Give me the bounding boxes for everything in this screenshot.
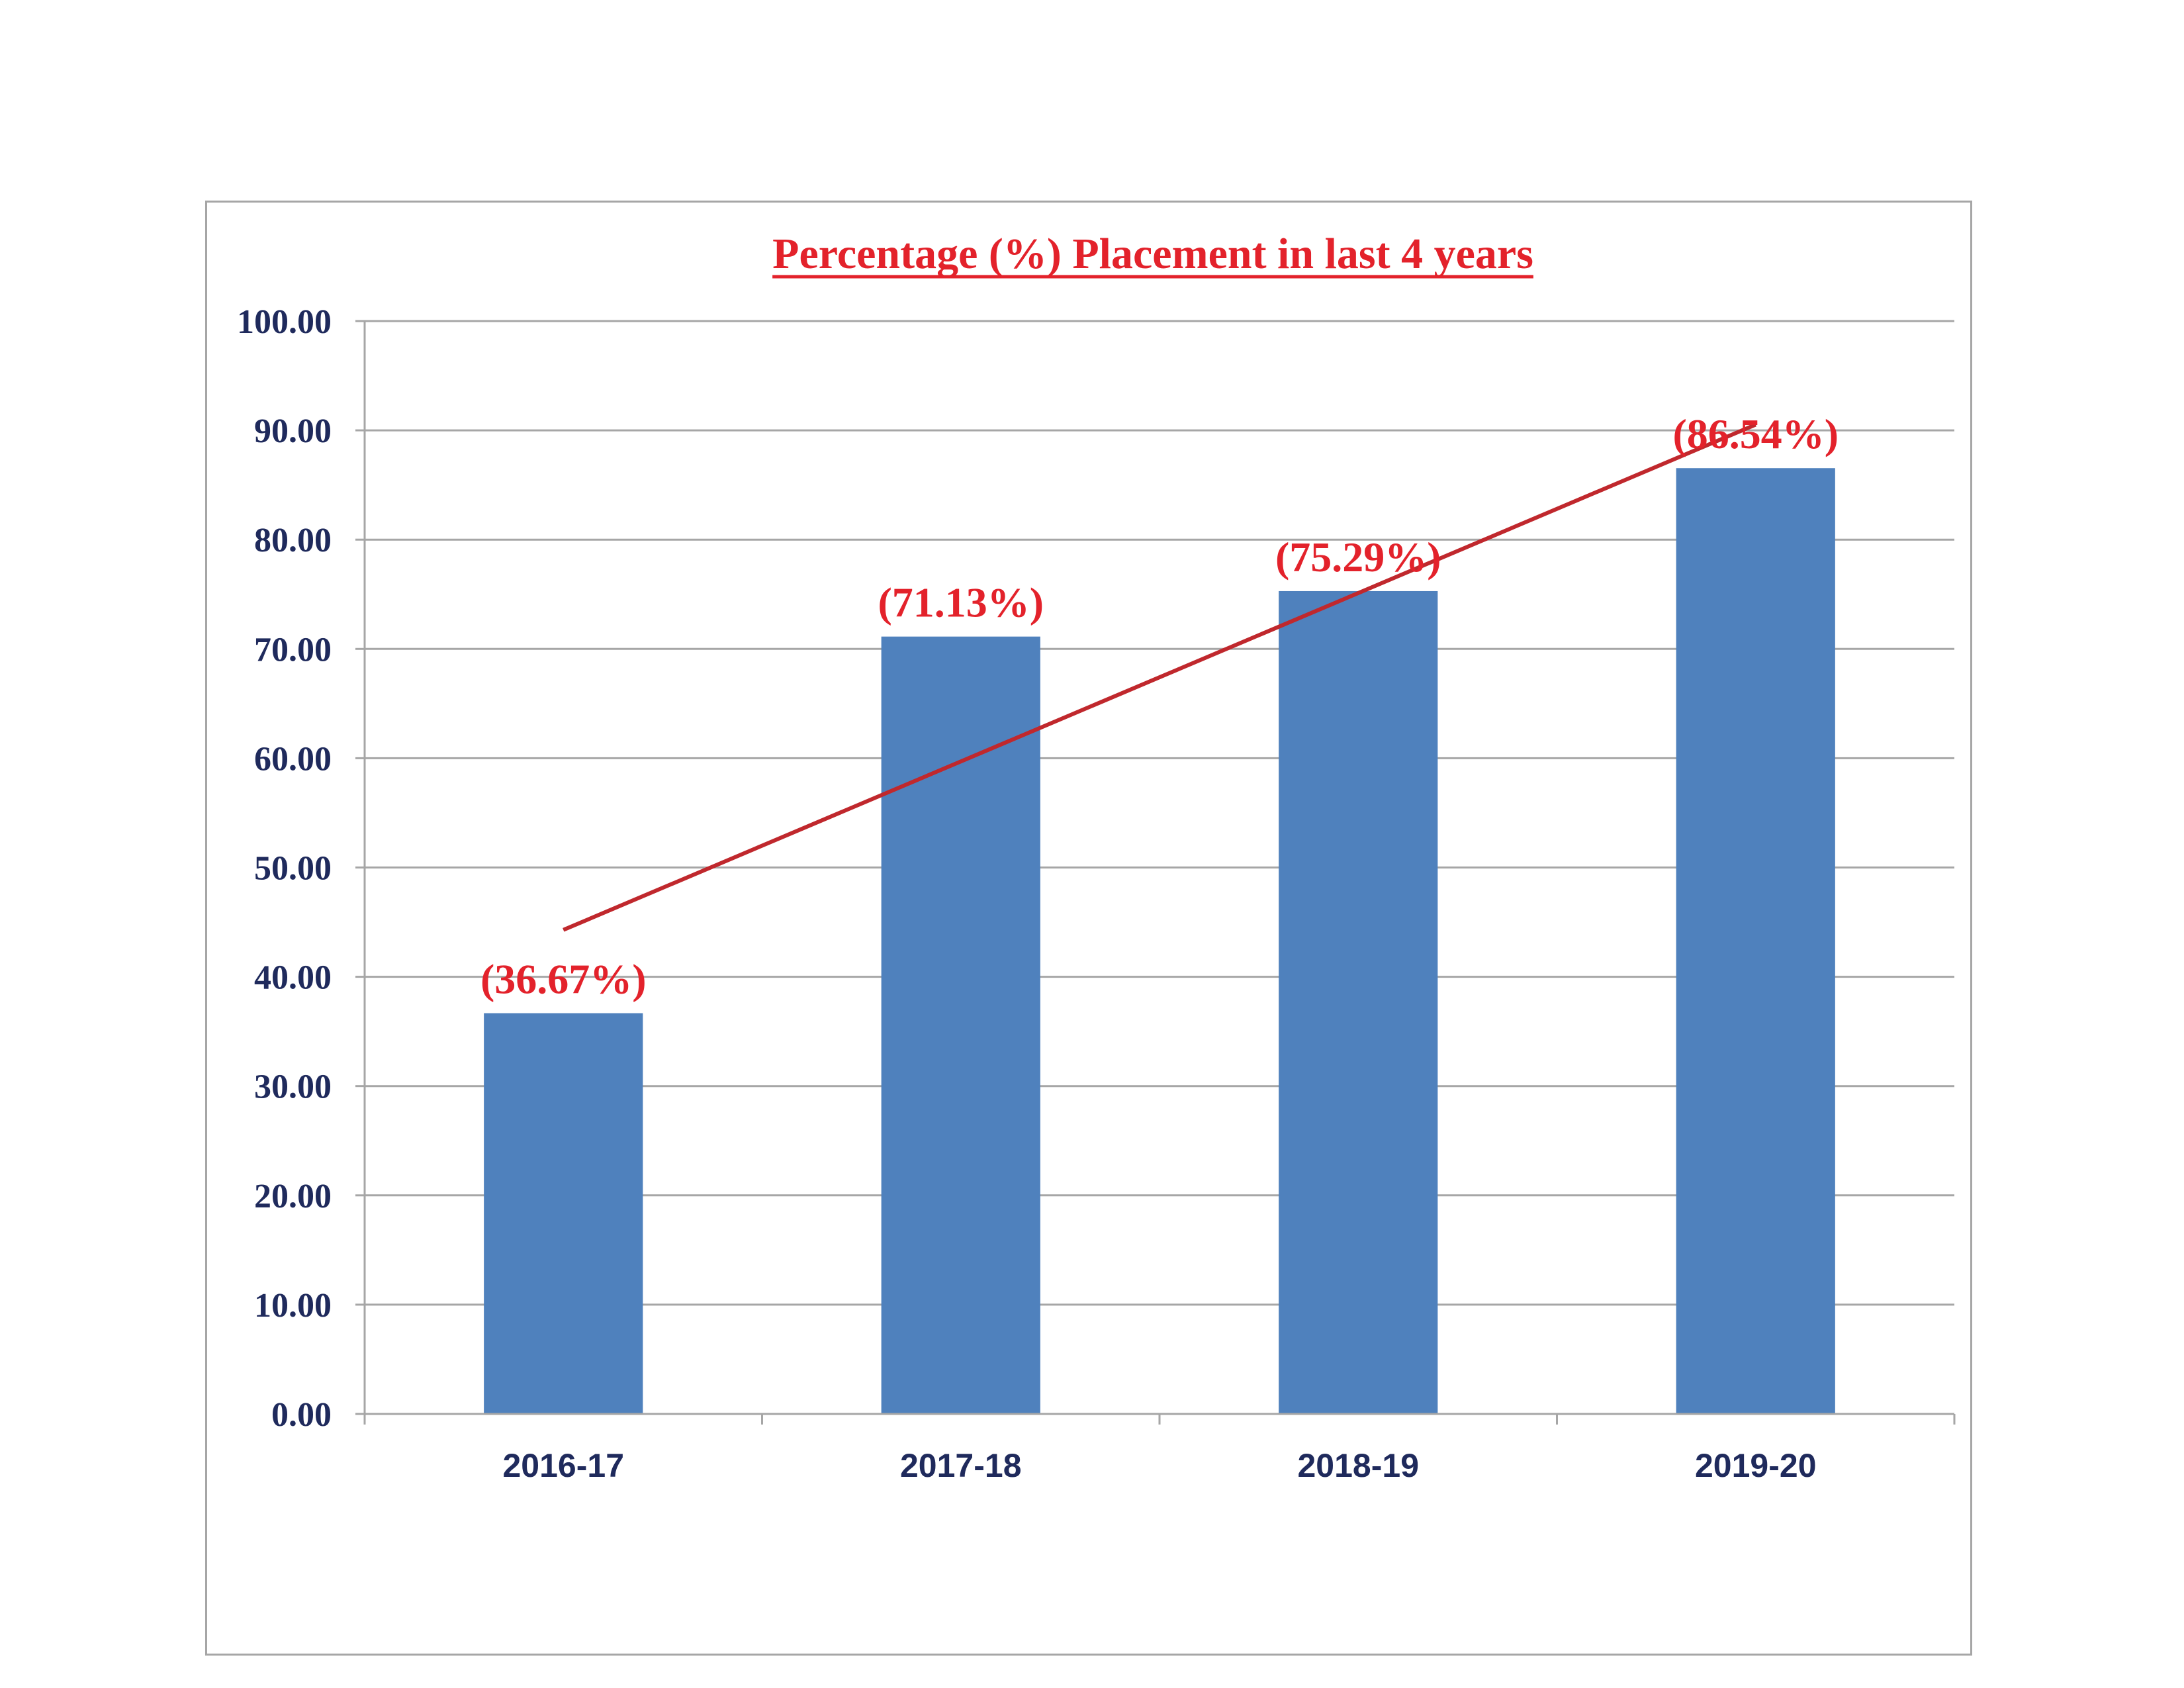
y-tick-label: 60.00: [254, 740, 332, 778]
bar: [1676, 468, 1835, 1414]
bars: [484, 468, 1835, 1414]
y-tick-label: 100.00: [237, 303, 332, 341]
y-tick-label: 40.00: [254, 959, 332, 997]
x-tick-label: 2018-19: [1298, 1447, 1420, 1484]
y-tick-label: 70.00: [254, 631, 332, 669]
data-label: (75.29%): [1275, 534, 1441, 581]
x-tick-label: 2019-20: [1695, 1447, 1817, 1484]
y-tick-label: 80.00: [254, 522, 332, 559]
x-axis-ticks: 2016-17 2017-18 2018-19 2019-20: [503, 1447, 1817, 1484]
trendline: [563, 422, 1756, 932]
data-labels: (36.67%) (71.13%) (75.29%) (86.54%): [480, 410, 1839, 1002]
bar: [1279, 590, 1438, 1414]
y-axis-ticks: 0.00 10.00 20.00 30.00 40.00 50.00 60.00 70.00 8…: [237, 303, 332, 1434]
trendline-group: [563, 422, 1756, 932]
x-tick-label: 2016-17: [503, 1447, 625, 1484]
chart-svg: Percentage (%) Placement in last 4 years…: [237, 230, 1956, 1484]
chart-title: Percentage (%) Placement in last 4 years: [772, 230, 1533, 278]
data-label: (36.67%): [480, 956, 647, 1003]
chart-frame: Percentage (%) Placement in last 4 years…: [205, 201, 1972, 1656]
data-label: (86.54%): [1672, 410, 1839, 457]
data-label: (71.13%): [878, 579, 1044, 626]
y-tick-label: 30.00: [254, 1068, 332, 1106]
bar: [881, 636, 1040, 1414]
x-tick-label: 2017-18: [900, 1447, 1022, 1484]
y-tick-label: 50.00: [254, 850, 332, 888]
y-tick-label: 20.00: [254, 1178, 332, 1215]
y-tick-label: 10.00: [254, 1287, 332, 1325]
y-tick-label: 0.00: [271, 1396, 332, 1434]
x-axis: [363, 1413, 1956, 1425]
y-tick-label: 90.00: [254, 412, 332, 450]
bar: [484, 1013, 643, 1414]
